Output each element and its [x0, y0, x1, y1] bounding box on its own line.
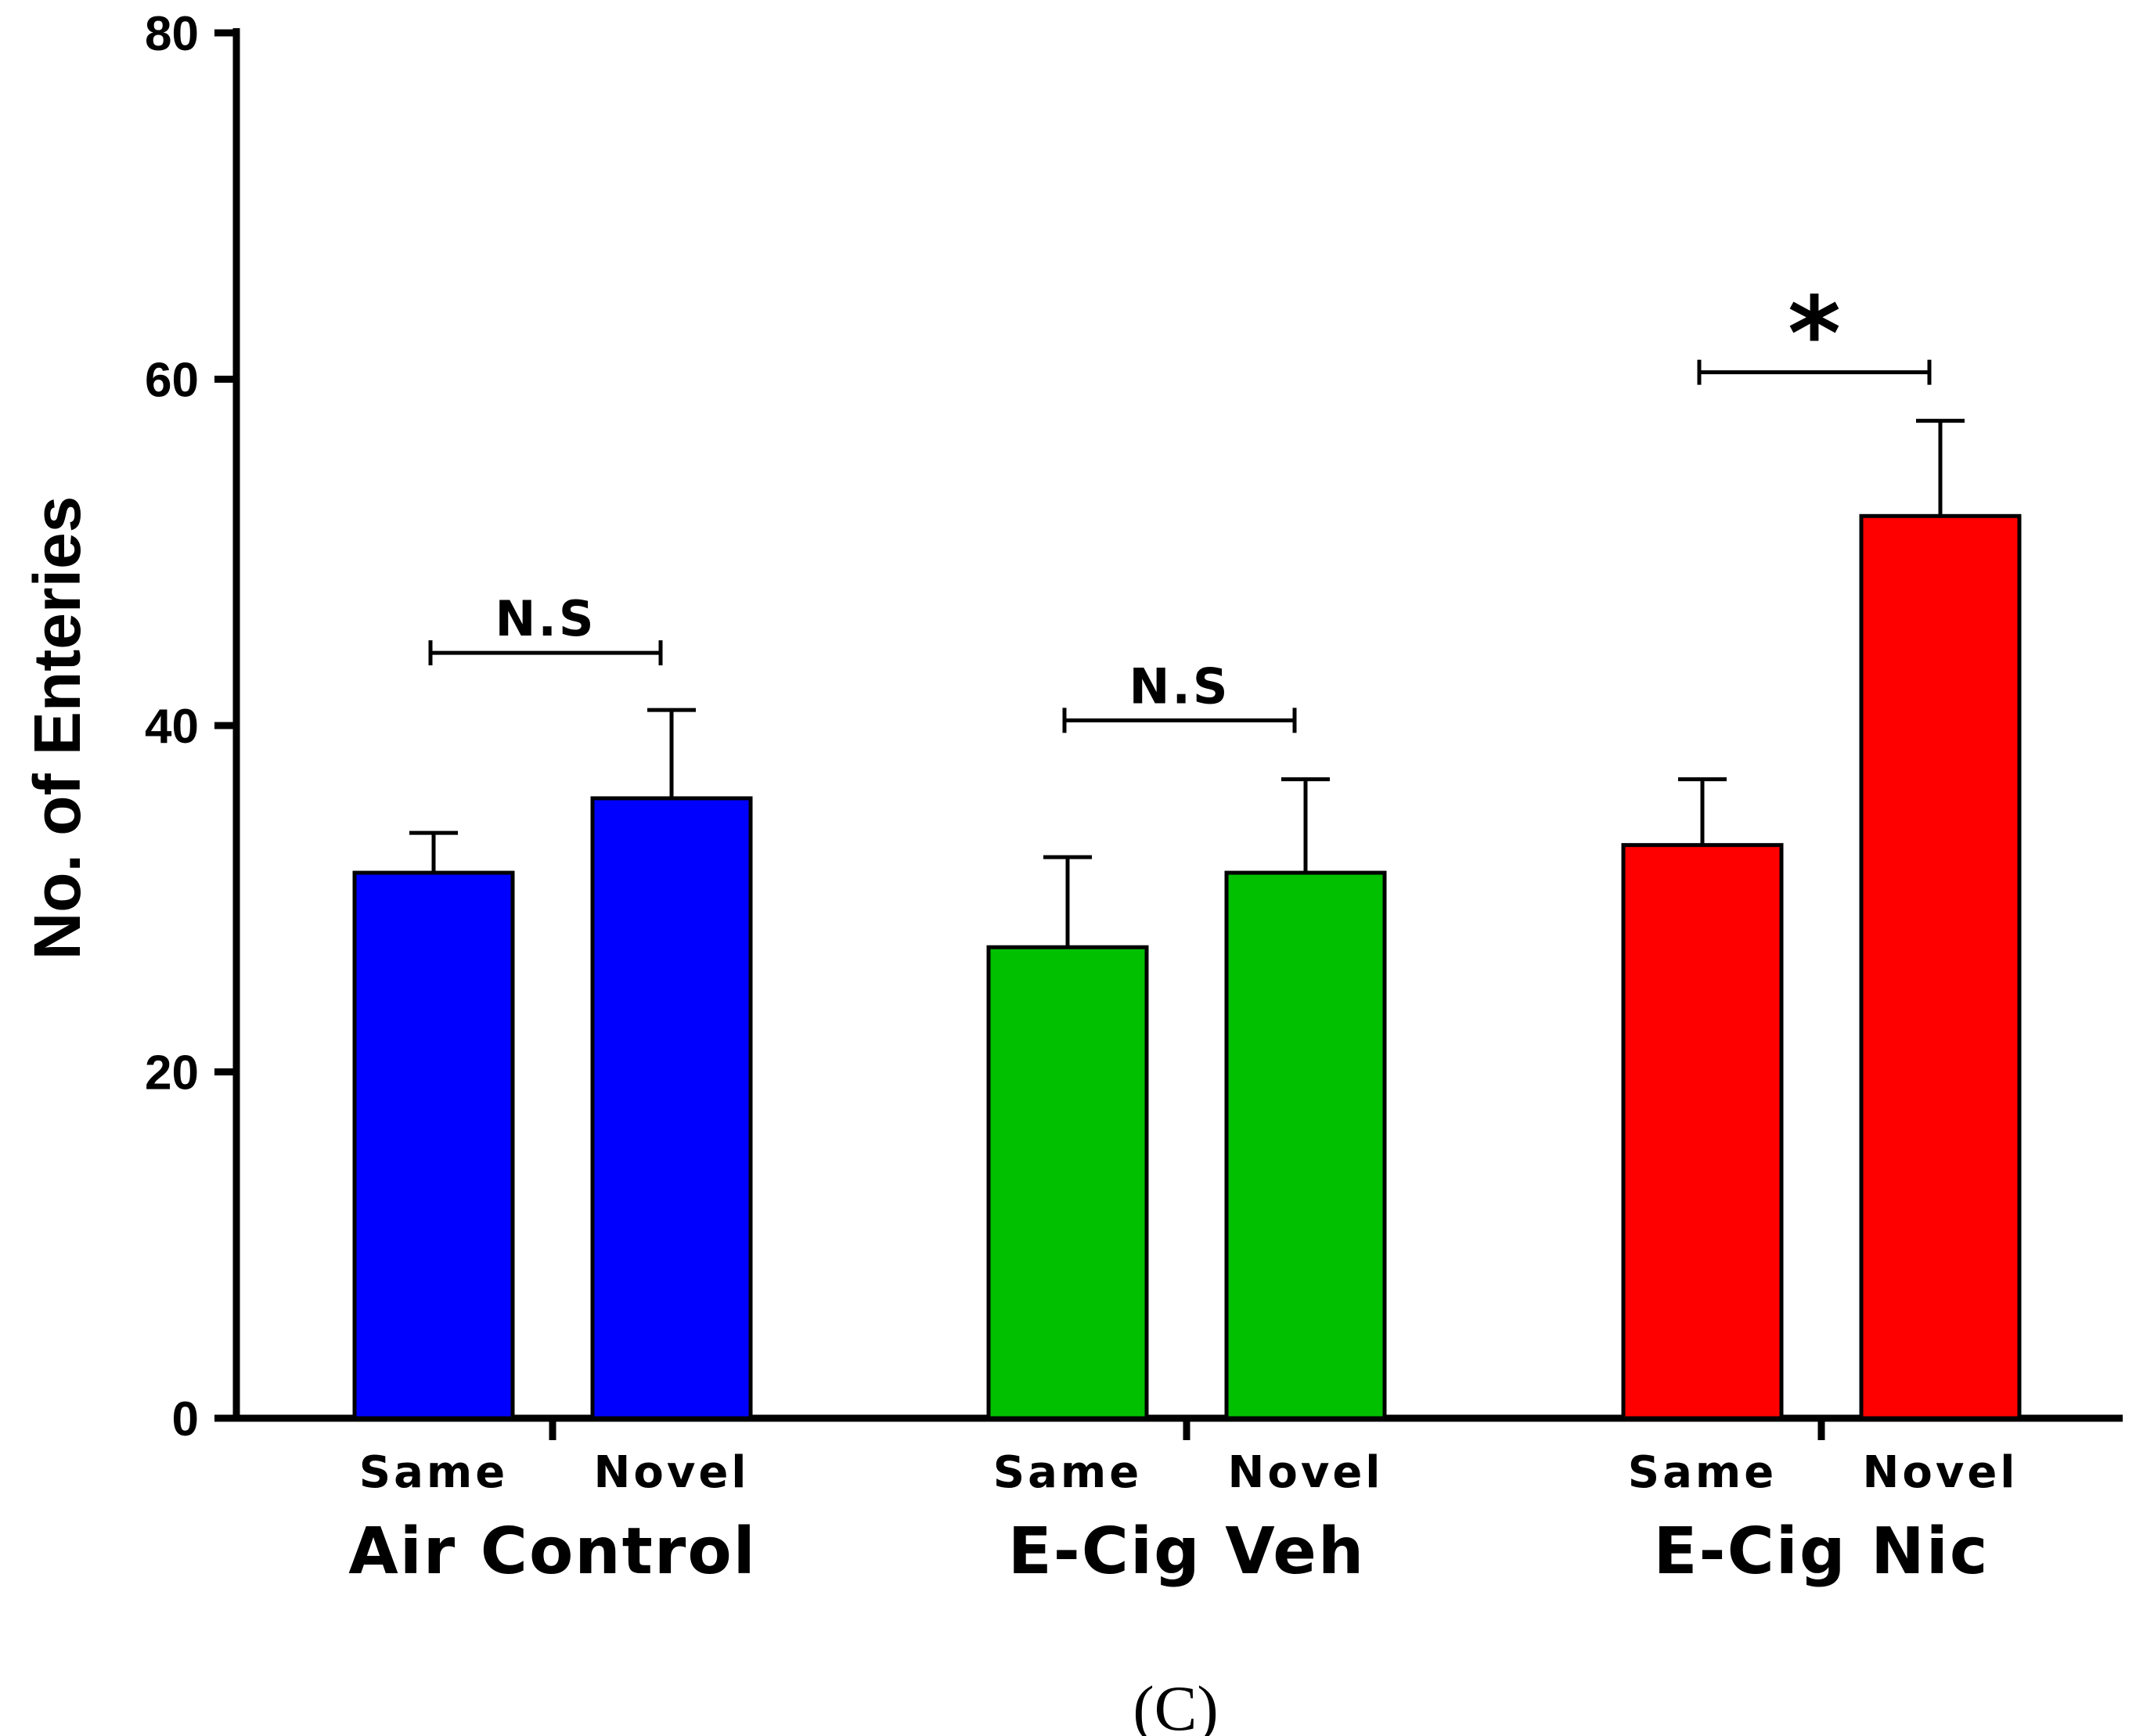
- y-axis-label: No. of Enteries: [20, 496, 94, 960]
- chart-marks: 0 20 40 60 80 Same Novel Air Control N.S Same Nove…: [145, 7, 2123, 1589]
- category-label: Novel: [1862, 1447, 2018, 1498]
- category-label: Same: [359, 1447, 508, 1498]
- category-label: Novel: [593, 1447, 749, 1498]
- y-tick-label: 60: [145, 354, 199, 408]
- category-label: Same: [993, 1447, 1142, 1498]
- significance-label: *: [1788, 275, 1841, 394]
- category-label: Same: [1628, 1447, 1777, 1498]
- bar-novel: [1224, 870, 1387, 1421]
- bar-novel: [1859, 513, 2022, 1421]
- category-label: Novel: [1227, 1447, 1383, 1498]
- bar-novel: [590, 796, 753, 1421]
- figure-caption: (C): [1133, 1673, 1218, 1736]
- y-tick-label: 20: [145, 1046, 199, 1100]
- group-label: Air Control: [348, 1514, 757, 1589]
- group-label: E-Cig Veh: [1008, 1514, 1366, 1589]
- significance-label: N.S: [495, 590, 596, 647]
- y-tick-label: 40: [145, 700, 199, 754]
- y-tick-label: 0: [172, 1392, 199, 1446]
- bar-same: [352, 870, 515, 1421]
- y-tick-label: 80: [145, 7, 199, 61]
- bar-same: [1621, 843, 1784, 1421]
- significance-label: N.S: [1129, 657, 1230, 715]
- group-label: E-Cig Nic: [1654, 1514, 1990, 1589]
- bar-same: [986, 945, 1149, 1421]
